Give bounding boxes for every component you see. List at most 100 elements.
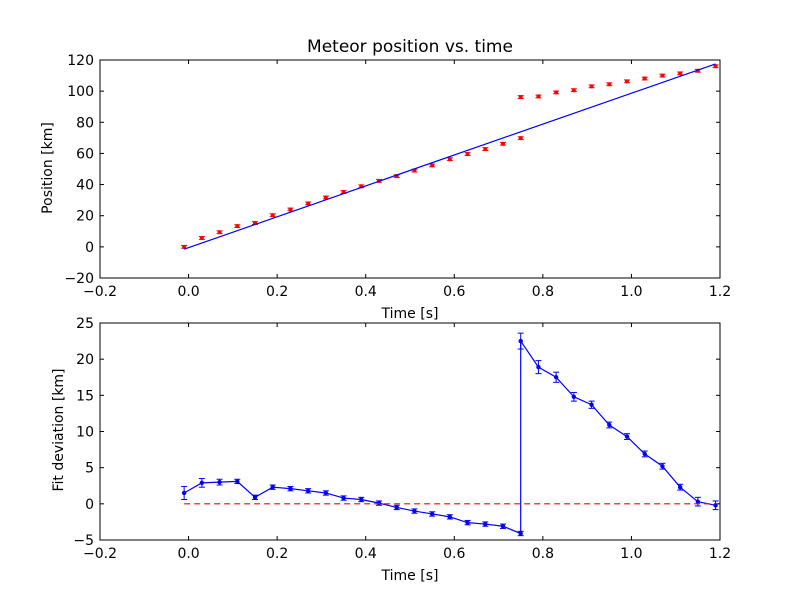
data-point xyxy=(199,480,205,486)
y-tick-label: 60 xyxy=(76,146,94,162)
data-point xyxy=(518,531,523,536)
data-point xyxy=(660,73,665,78)
data-point xyxy=(518,95,523,100)
data-point xyxy=(394,505,399,510)
y-tick-label: 80 xyxy=(76,115,94,131)
data-point xyxy=(571,88,576,93)
data-point xyxy=(359,497,364,502)
data-point xyxy=(288,486,293,491)
x-tick-label: 1.2 xyxy=(709,546,731,562)
data-point xyxy=(554,90,559,95)
x-tick-label: 0.8 xyxy=(532,284,554,300)
data-point xyxy=(660,464,665,469)
data-point xyxy=(252,495,258,500)
data-point xyxy=(589,402,594,407)
data-point xyxy=(323,490,329,496)
y-tick-label: 20 xyxy=(76,209,94,225)
x-tick-label: 0.8 xyxy=(532,546,554,562)
deviation-line xyxy=(183,339,716,535)
fit-line xyxy=(183,63,716,250)
data-point xyxy=(518,338,523,344)
data-point xyxy=(288,207,293,212)
data-point xyxy=(607,422,612,428)
data-point xyxy=(447,514,453,520)
axes-frame xyxy=(99,59,721,279)
data-point xyxy=(429,511,435,517)
y-tick-label: 0 xyxy=(85,497,94,513)
data-point xyxy=(181,490,187,496)
y-tick-label: 40 xyxy=(76,178,94,194)
data-point xyxy=(305,488,311,494)
x-tick-label: −0.2 xyxy=(83,546,117,562)
data-point xyxy=(500,524,506,529)
y-tick-label: 0 xyxy=(85,240,94,256)
data-point xyxy=(483,147,488,152)
data-point xyxy=(642,451,647,457)
y-tick-label: −20 xyxy=(64,271,94,287)
x-tick-label: 0.0 xyxy=(177,284,199,300)
y-axis-label: Position [km] xyxy=(40,122,56,214)
data-point xyxy=(412,508,417,514)
data-point xyxy=(677,484,683,490)
y-tick-label: −5 xyxy=(73,533,94,549)
x-tick-label: 1.2 xyxy=(709,284,731,300)
plot-area xyxy=(99,59,721,279)
data-point xyxy=(217,230,222,235)
y-tick-label: 120 xyxy=(67,53,94,69)
x-tick-label: −0.2 xyxy=(83,284,117,300)
axes-frame xyxy=(99,322,721,541)
data-point xyxy=(501,141,505,146)
data-point xyxy=(182,244,187,249)
data-point xyxy=(217,479,222,485)
data-point xyxy=(553,375,559,380)
data-point xyxy=(270,484,275,490)
data-point xyxy=(678,71,683,76)
data-point xyxy=(589,84,594,89)
deviation-panel: Time [s] Fit deviation [km] −0.2 0.0 0.2 0.… xyxy=(51,316,731,584)
x-tick-label: 0.2 xyxy=(266,284,288,300)
data-point xyxy=(642,76,647,81)
y-tick-label: 25 xyxy=(76,316,94,332)
data-point xyxy=(376,500,382,506)
data-point xyxy=(713,64,718,69)
data-point xyxy=(270,213,275,218)
data-point xyxy=(465,520,470,525)
plot-area xyxy=(99,322,721,541)
x-tick-label: 0.0 xyxy=(177,546,199,562)
y-axis-label: Fit deviation [km] xyxy=(51,368,67,491)
x-tick-label: 1.0 xyxy=(620,546,642,562)
x-tick-label: 0.4 xyxy=(355,546,377,562)
data-point xyxy=(306,201,311,206)
data-point xyxy=(571,394,577,399)
position-panel: Meteor position vs. time Time [s] Positi… xyxy=(40,37,731,322)
data-point xyxy=(624,434,630,439)
y-tick-label: 10 xyxy=(76,425,94,441)
y-tick-label: 100 xyxy=(67,84,94,100)
y-tick-label: 20 xyxy=(76,352,94,368)
x-tick-label: 0.6 xyxy=(443,546,465,562)
data-point xyxy=(235,479,240,484)
data-point xyxy=(695,499,701,504)
data-point xyxy=(235,224,240,229)
chart-title: Meteor position vs. time xyxy=(307,37,513,57)
data-point xyxy=(323,195,328,200)
x-tick-label: 0.6 xyxy=(443,284,465,300)
data-point xyxy=(518,136,523,141)
x-tick-label: 1.0 xyxy=(620,284,642,300)
data-point xyxy=(607,82,612,87)
y-tick-label: 15 xyxy=(76,388,94,404)
x-axis-label: Time [s] xyxy=(381,568,439,584)
data-point xyxy=(341,495,346,501)
data-point xyxy=(625,79,629,84)
x-tick-label: 0.2 xyxy=(266,546,288,562)
data-point xyxy=(483,521,488,527)
data-point xyxy=(199,235,204,240)
data-point xyxy=(430,163,435,168)
data-point xyxy=(536,94,541,99)
y-tick-label: 5 xyxy=(85,461,94,477)
x-axis-label: Time [s] xyxy=(381,306,439,322)
data-point xyxy=(465,152,470,157)
data-point xyxy=(447,157,452,162)
x-tick-label: 0.4 xyxy=(355,284,377,300)
